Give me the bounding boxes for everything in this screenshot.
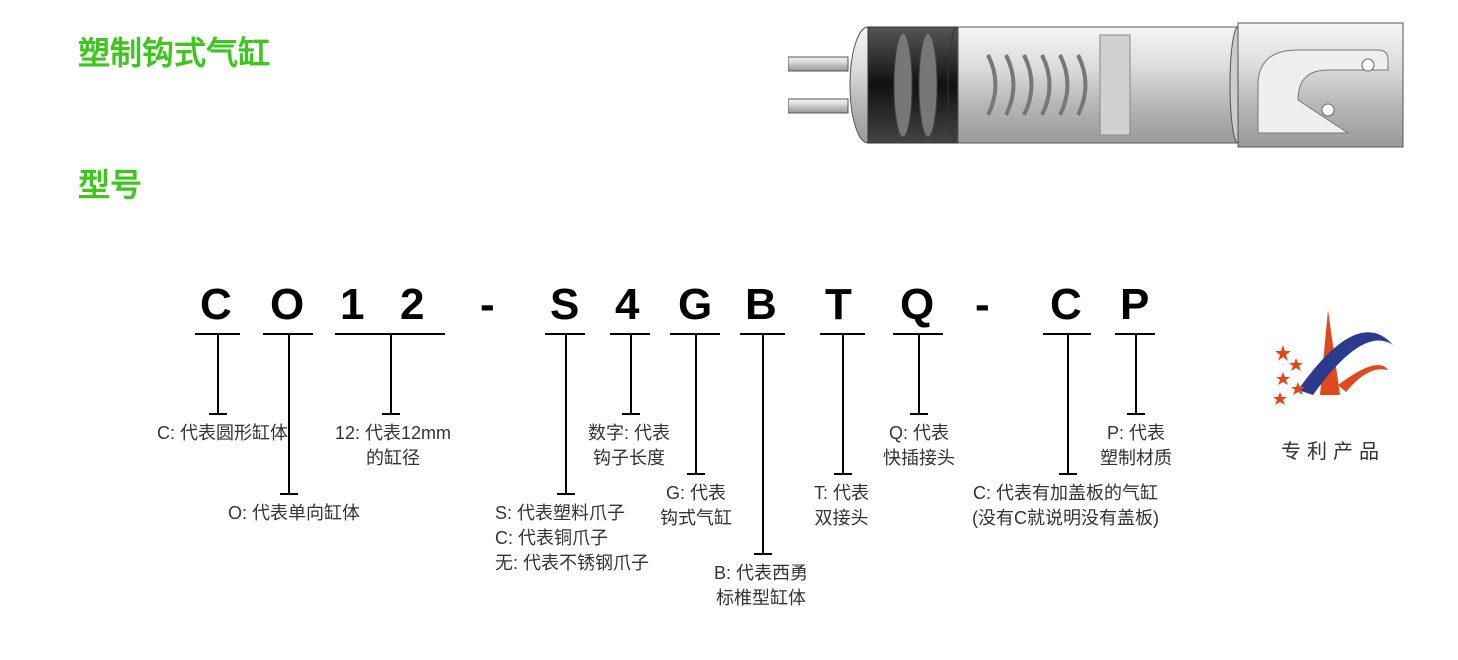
connector-cap [557,493,575,495]
connector-cap [1127,413,1145,415]
model-char: Q [900,280,934,330]
model-char: C [200,280,232,330]
model-char: T [825,280,852,330]
connector-line [390,333,392,413]
connector-label: P: 代表塑制材质 [1100,421,1172,471]
model-char: 4 [615,280,639,330]
connector-line [1067,333,1069,473]
page-title-sub: 型号 [78,160,142,206]
connector-cap [834,473,852,475]
patent-badge: 专利产品 [1258,300,1408,464]
connector-cap [209,413,227,415]
page-title-main: 塑制钩式气缸 [78,28,270,74]
connector-line [288,333,290,493]
connector-line [842,333,844,473]
model-char: S [550,280,579,330]
connector-cap [622,413,640,415]
model-char: - [975,280,990,330]
model-char: - [480,280,495,330]
connector-label: O: 代表单向缸体 [228,501,360,526]
connector-cap [1059,473,1077,475]
connector-label: S: 代表塑料爪子C: 代表铜爪子无: 代表不锈钢爪子 [495,501,649,577]
model-char: B [745,280,777,330]
model-char: O [270,280,304,330]
connector-label: 数字: 代表钩子长度 [588,421,670,471]
model-char: C [1050,280,1082,330]
connector-cap [280,493,298,495]
connector-label: Q: 代表快插接头 [883,421,955,471]
connector-line [565,333,567,493]
model-char: P [1120,280,1149,330]
connector-line [1135,333,1137,413]
connector-line [217,333,219,413]
connector-line [630,333,632,413]
patent-label: 专利产品 [1258,435,1408,464]
connector-label: B: 代表西勇标椎型缸体 [714,561,808,611]
connector-label: G: 代表钩式气缸 [660,481,732,531]
connector-label: T: 代表双接头 [814,481,869,531]
model-char: G [678,280,712,330]
connector-cap [910,413,928,415]
connector-label: C: 代表圆形缸体 [157,421,288,446]
product-illustration [788,15,1408,160]
connector-line [918,333,920,413]
connector-cap [687,473,705,475]
model-char: 2 [400,280,424,330]
model-char: 1 [340,280,364,330]
connector-label: 12: 代表12mm的缸径 [335,421,451,471]
connector-cap [382,413,400,415]
connector-line [762,333,764,553]
connector-cap [754,553,772,555]
connector-label: C: 代表有加盖板的气缸(没有C就说明没有盖板) [972,481,1159,531]
connector-line [695,333,697,473]
